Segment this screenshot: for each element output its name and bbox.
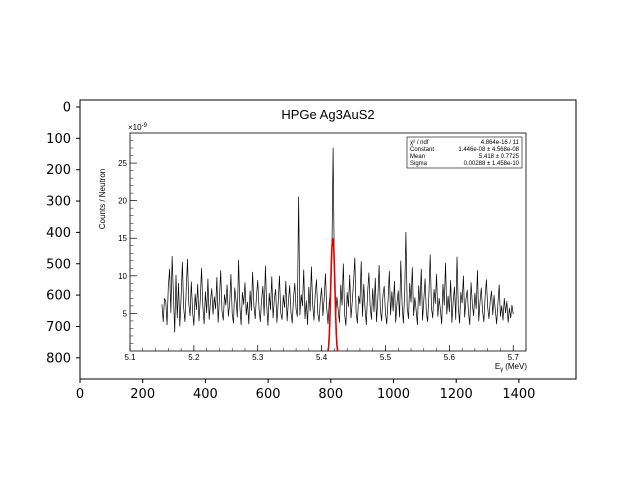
outer-y-tick-label: 600 — [46, 289, 71, 304]
x-tick-label: 5.1 — [124, 353, 136, 362]
stats-value-mean: 5.418 ± 0.7725 — [479, 154, 520, 160]
outer-y-tick-label: 500 — [46, 257, 71, 272]
outer-y-tick-label: 100 — [46, 132, 71, 147]
y-tick-label: 20 — [118, 197, 127, 206]
outer-y-tick-label: 300 — [46, 195, 71, 210]
outer-x-tick-label: 0 — [76, 387, 84, 402]
gaussian-fit-line — [327, 238, 339, 352]
inner-x-axis: 5.1 5.2 5.3 5.4 5.5 5.6 5.7 — [124, 345, 527, 362]
outer-y-axis: 0 100 200 300 400 500 600 700 800 — [46, 101, 80, 366]
stats-label-sigma: Sigma — [410, 161, 428, 167]
outer-axes-frame — [79, 99, 577, 380]
x-axis-label: Eγ (MeV) — [495, 362, 527, 373]
y-tick-label: 25 — [118, 159, 127, 168]
outer-y-tick-label: 800 — [46, 351, 71, 366]
stats-box: χ² / ndf 4.864e-16 / 11 Constant 1.446e-… — [406, 136, 523, 169]
outer-y-tick-label: 700 — [46, 320, 71, 335]
inner-y-axis: 5 10 15 20 25 — [118, 140, 137, 344]
stats-label-constant: Constant — [410, 147, 434, 153]
outer-y-tick-label: 400 — [46, 226, 71, 241]
stats-box-frame — [406, 136, 523, 169]
chart-title: HPGe Ag3AuS2 — [281, 107, 374, 122]
x-tick-label: 5.5 — [380, 353, 392, 362]
outer-x-tick-label: 1400 — [502, 387, 535, 402]
y-multiplier: ×10-9 — [128, 123, 148, 132]
y-tick-label: 10 — [118, 272, 127, 281]
outer-x-tick-label: 800 — [318, 387, 343, 402]
stats-label-chi2: χ² / ndf — [410, 140, 429, 146]
outer-y-tick-label: 200 — [46, 163, 71, 178]
y-axis-label: Counts / Neutron — [98, 169, 107, 229]
stats-label-mean: Mean — [410, 154, 425, 160]
x-tick-label: 5.3 — [252, 353, 264, 362]
outer-y-tick-label: 0 — [63, 101, 71, 116]
y-tick-label: 15 — [118, 234, 127, 243]
series-layer — [161, 147, 514, 352]
outer-x-tick-label: 600 — [256, 387, 281, 402]
stats-value-sigma: 0.00288 ± 1.458e-10 — [464, 161, 520, 167]
outer-x-tick-label: 200 — [130, 387, 155, 402]
x-tick-label: 5.7 — [508, 353, 520, 362]
outer-x-tick-label: 1200 — [440, 387, 473, 402]
stats-value-constant: 1.446e-08 ± 4.568e-08 — [458, 147, 519, 153]
outer-x-tick-label: 1000 — [377, 387, 410, 402]
spectrum-line — [161, 147, 514, 333]
x-tick-label: 5.6 — [444, 353, 456, 362]
outer-x-tick-label: 400 — [193, 387, 218, 402]
stats-value-chi2: 4.864e-16 / 11 — [481, 140, 520, 146]
y-tick-label: 5 — [123, 309, 128, 318]
x-tick-label: 5.4 — [316, 353, 328, 362]
outer-x-axis: 0 200 400 600 800 1000 1200 1400 — [76, 379, 535, 402]
x-tick-label: 5.2 — [188, 353, 200, 362]
